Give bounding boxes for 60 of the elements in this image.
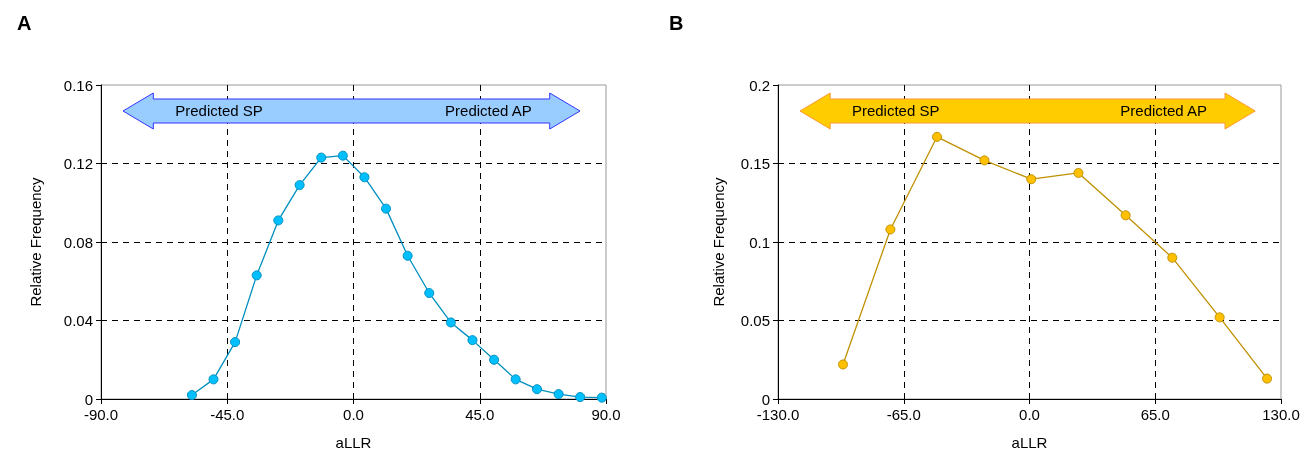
point bbox=[208, 374, 219, 385]
point bbox=[596, 392, 607, 403]
x-tick-label: 0.0 bbox=[1019, 406, 1040, 423]
point bbox=[932, 131, 943, 142]
y-tick-label: 0 bbox=[84, 390, 93, 408]
chart-title: B bbox=[669, 12, 684, 34]
x-axis-title: aLLR bbox=[1011, 434, 1048, 451]
chart-title: A bbox=[17, 12, 32, 34]
point bbox=[381, 203, 392, 214]
y-tick-label: 0 bbox=[761, 390, 770, 408]
point bbox=[445, 317, 456, 328]
point bbox=[510, 374, 521, 385]
x-tick-label: -90.0 bbox=[83, 406, 119, 423]
point bbox=[273, 215, 284, 226]
annotation: Predicted SP bbox=[851, 102, 940, 119]
point bbox=[553, 389, 564, 400]
point bbox=[489, 354, 500, 365]
y-tick-label: 0.16 bbox=[63, 76, 93, 94]
y-tick-label: 0.04 bbox=[63, 312, 93, 329]
point bbox=[294, 180, 305, 191]
annotation: Predicted AP bbox=[445, 102, 532, 119]
point bbox=[316, 152, 327, 163]
y-tick-label: 0.15 bbox=[740, 155, 770, 172]
point bbox=[230, 337, 241, 348]
x-tick-label: -65.0 bbox=[886, 406, 921, 423]
point bbox=[838, 359, 848, 370]
point bbox=[979, 155, 990, 166]
point bbox=[885, 224, 896, 235]
point bbox=[1262, 373, 1273, 384]
y-axis-title: Relative Frequency bbox=[27, 176, 44, 307]
x-tick-label: 130.0 bbox=[1262, 406, 1300, 423]
point bbox=[359, 172, 370, 183]
x-tick-label: 90.0 bbox=[591, 406, 621, 423]
point bbox=[186, 390, 197, 401]
point bbox=[251, 270, 262, 281]
y-tick-label: 0.1 bbox=[749, 233, 770, 251]
y-tick-label: 0.08 bbox=[63, 233, 93, 251]
annotation: Predicted AP bbox=[1120, 102, 1208, 119]
point bbox=[575, 392, 586, 403]
point bbox=[424, 288, 435, 299]
point bbox=[1214, 312, 1225, 323]
y-axis-title: Relative Frequency bbox=[710, 176, 727, 307]
annotation: Predicted SP bbox=[175, 102, 263, 119]
y-tick-label: 0.2 bbox=[749, 76, 770, 94]
point bbox=[467, 335, 478, 346]
point bbox=[1073, 167, 1084, 178]
x-tick-label: 65.0 bbox=[1140, 406, 1170, 423]
x-axis-title: aLLR bbox=[335, 434, 372, 451]
y-tick-label: 0.05 bbox=[740, 312, 770, 329]
point bbox=[1026, 174, 1037, 185]
point bbox=[402, 250, 413, 261]
point bbox=[1167, 252, 1178, 263]
x-tick-label: -45.0 bbox=[210, 406, 245, 423]
x-tick-label: 0.0 bbox=[343, 406, 364, 423]
point bbox=[1120, 210, 1131, 221]
point bbox=[531, 384, 542, 395]
y-tick-label: 0.12 bbox=[63, 155, 93, 172]
x-tick-label: -130.0 bbox=[756, 406, 800, 423]
x-tick-label: 45.0 bbox=[465, 406, 495, 423]
point bbox=[337, 150, 348, 161]
